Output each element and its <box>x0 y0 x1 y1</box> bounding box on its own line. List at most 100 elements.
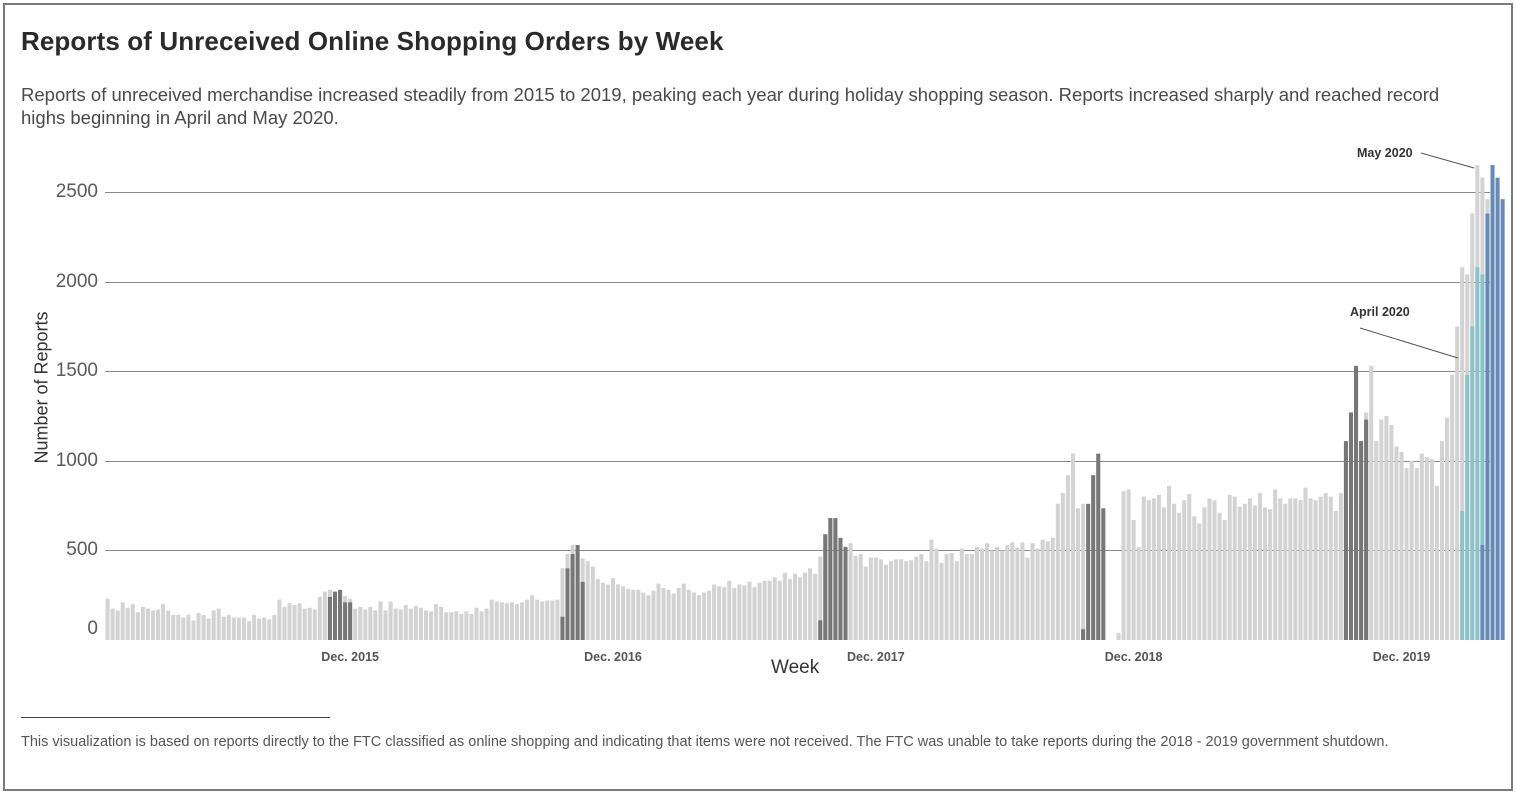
week-bar <box>489 599 494 640</box>
week-bar <box>798 577 803 640</box>
week-bar <box>1141 496 1146 640</box>
holiday-bar <box>1359 441 1364 640</box>
week-bar <box>1182 500 1187 640</box>
week-bar <box>1247 498 1252 640</box>
y-tick-label: 2500 <box>55 181 98 202</box>
week-bar <box>479 611 484 640</box>
week-bar <box>929 539 934 640</box>
gridline <box>105 371 1490 372</box>
week-bar <box>1242 503 1247 640</box>
week-bar <box>944 553 949 640</box>
week-bar <box>449 612 454 640</box>
week-bar <box>535 599 540 640</box>
week-bar <box>292 605 297 640</box>
week-bar <box>363 609 368 640</box>
week-bar <box>1384 416 1389 640</box>
week-bar <box>1136 546 1141 640</box>
week-bar <box>464 611 469 640</box>
week-bar <box>166 610 171 640</box>
week-bar <box>1338 493 1343 640</box>
week-bar <box>560 568 565 640</box>
week-bar <box>302 608 307 640</box>
week-bar <box>1177 512 1182 640</box>
week-bar <box>1172 503 1177 640</box>
week-bar <box>474 607 479 640</box>
week-bar <box>1419 453 1424 640</box>
week-bar <box>191 620 196 640</box>
week-bar <box>1333 510 1338 640</box>
week-bar <box>1030 543 1035 640</box>
week-bar <box>883 564 888 640</box>
week-bar <box>1369 365 1374 640</box>
week-bar <box>1288 498 1293 640</box>
week-bar <box>616 584 621 640</box>
week-bar <box>181 617 186 640</box>
week-bar <box>626 588 631 640</box>
week-bar <box>398 609 403 640</box>
week-bar <box>226 614 231 640</box>
week-bar <box>413 605 418 640</box>
week-bar <box>540 601 545 640</box>
week-bar <box>1323 493 1328 640</box>
april-2020-bar <box>1480 274 1485 640</box>
x-tick-label: Dec. 2015 <box>321 650 379 664</box>
may-2020-bar <box>1490 165 1495 640</box>
week-bar <box>206 618 211 640</box>
holiday-bar <box>1086 503 1091 640</box>
may-2020-bar <box>1480 545 1485 640</box>
week-bar <box>1399 451 1404 640</box>
week-bar <box>888 561 894 640</box>
y-tick-label: 2000 <box>55 270 98 292</box>
week-bar <box>176 614 181 640</box>
week-bar <box>1116 632 1121 640</box>
week-bar <box>590 566 595 640</box>
week-bar <box>140 606 145 640</box>
week-bar <box>1439 441 1444 640</box>
week-bar <box>1212 500 1217 640</box>
y-tick-label: 0 <box>87 618 98 639</box>
week-bar <box>216 608 221 640</box>
week-bar <box>1303 487 1308 640</box>
week-bar <box>459 614 464 640</box>
week-bar <box>651 590 656 640</box>
week-bar <box>1237 506 1242 640</box>
week-bar <box>979 548 985 640</box>
week-bar <box>610 578 616 640</box>
week-bar <box>1450 374 1455 640</box>
week-bar <box>545 600 550 640</box>
holiday-bar <box>348 602 353 640</box>
week-bar <box>267 619 272 640</box>
holiday-bar <box>833 518 838 640</box>
holiday-bar <box>1091 475 1096 640</box>
week-bar <box>767 580 772 640</box>
week-bar <box>722 587 727 640</box>
holiday-bar <box>828 518 833 640</box>
week-bar <box>1146 500 1151 640</box>
week-bar <box>1126 489 1131 640</box>
chart-frame <box>3 3 1513 791</box>
week-bar <box>787 579 792 640</box>
week-bar <box>914 556 919 640</box>
week-bar <box>130 604 135 640</box>
week-bar <box>287 603 292 640</box>
week-bar <box>742 585 747 640</box>
week-bar <box>600 582 605 640</box>
week-bar <box>782 572 787 640</box>
week-bar <box>1000 550 1005 640</box>
week-bar <box>1222 519 1227 640</box>
week-bar <box>995 546 1000 640</box>
week-bar <box>1434 485 1439 640</box>
week-bar <box>201 614 206 640</box>
week-bar <box>1131 519 1136 640</box>
holiday-bar <box>343 602 348 640</box>
week-bar <box>595 579 600 640</box>
week-bar <box>631 589 636 640</box>
week-bar <box>818 556 823 640</box>
annotation-april-2020: April 2020 <box>1350 305 1410 319</box>
week-bar <box>1202 507 1207 640</box>
week-bar <box>1081 503 1086 640</box>
week-bar <box>863 566 868 640</box>
week-bar <box>196 613 201 640</box>
week-bar <box>1374 441 1379 640</box>
week-bar <box>469 614 474 640</box>
